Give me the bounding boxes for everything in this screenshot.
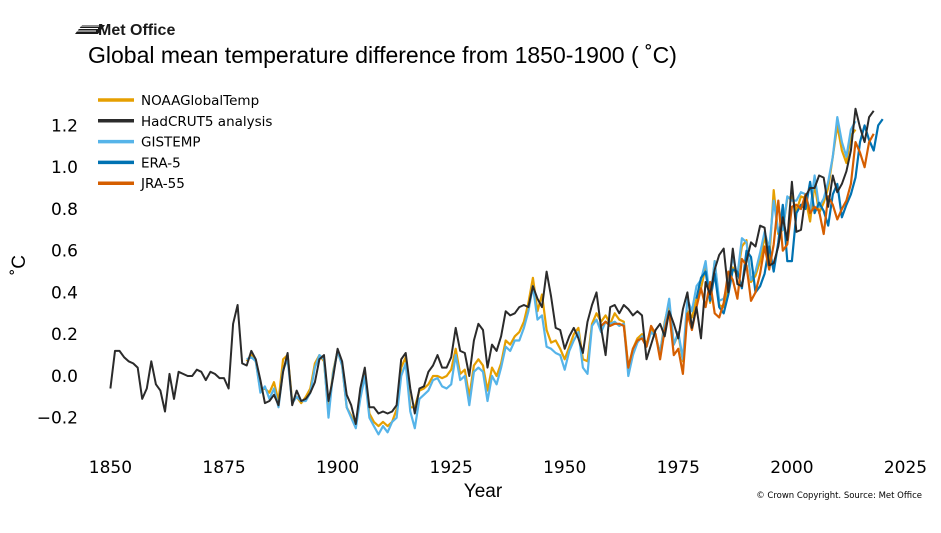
y-axis-label: ˚C [9,255,30,275]
x-tick-label: 2000 [770,458,813,478]
x-axis-label: Year [464,481,503,502]
series-line-era-5 [695,118,884,315]
x-tick-label: 2025 [884,458,927,478]
x-tick-label: 1900 [316,458,359,478]
x-tick-label: 1850 [89,458,132,478]
y-tick-label: 0.8 [51,200,78,220]
x-tick-label: 1875 [202,458,245,478]
legend-label-gistemp: GISTEMP [141,135,201,151]
legend-label-era-5: ERA-5 [141,155,181,171]
series-line-hadcrut5-analysis [109,107,875,425]
y-tick-label: 1.2 [51,116,78,136]
y-tick-label: 1.0 [51,158,78,178]
x-tick-label: 1975 [657,458,700,478]
legend: NOAAGlobalTemp HadCRUT5 analysis GISTEMP ER… [98,93,272,192]
x-axis: 1850 1875 1900 1925 1950 1975 2000 2025 [89,458,927,478]
chart-title: Global mean temperature difference from … [88,42,677,68]
y-tick-label: 0.2 [51,325,78,345]
brand-logo: Met Office [75,22,175,39]
legend-label-jra-55: JRA-55 [140,176,185,192]
y-tick-label: 0.4 [51,283,78,303]
met-office-wave-logo-icon [75,25,105,34]
y-tick-label: 0.0 [51,367,78,387]
series-lines [109,107,884,436]
y-tick-label: −0.2 [37,409,78,429]
legend-label-hadcrut5-analysis: HadCRUT5 analysis [141,114,272,130]
y-axis: −0.2 0.0 0.2 0.4 0.6 0.8 1.0 1.2 [37,116,78,428]
brand-name: Met Office [98,22,175,39]
copyright-notice: © Crown Copyright. Source: Met Office [756,491,922,501]
x-tick-label: 1925 [430,458,473,478]
x-tick-label: 1950 [543,458,586,478]
y-tick-label: 0.6 [51,242,78,262]
series-line-jra-55 [600,133,875,375]
legend-label-noaaglobaltemp: NOAAGlobalTemp [141,93,259,109]
